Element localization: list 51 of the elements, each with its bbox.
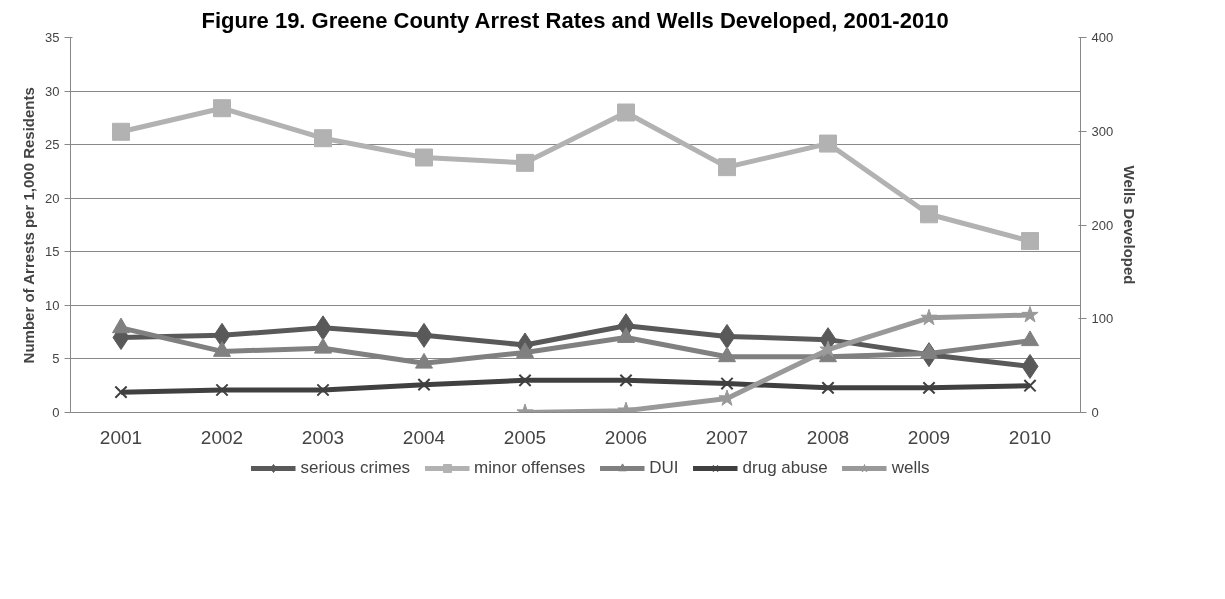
x-tick-label: 2008 (806, 426, 850, 448)
y-axis-title: Number of Arrests per 1,000 Residents (20, 87, 38, 364)
point (821, 381, 835, 395)
x-tick-label: 2003 (301, 426, 345, 448)
x-tick-label: 2001 (99, 426, 143, 448)
point (213, 99, 231, 118)
point (215, 383, 229, 397)
x-tick-label: 2004 (402, 426, 446, 448)
point (415, 148, 433, 167)
y-tick-label: 10 (45, 297, 60, 313)
point (518, 373, 532, 388)
point (314, 129, 332, 148)
point (619, 373, 633, 388)
point (316, 383, 330, 397)
legend-label: DUI (649, 458, 679, 478)
y-tick-label: 20 (45, 190, 60, 206)
point (516, 153, 534, 172)
point (617, 103, 635, 122)
x-tick-label: 2010 (1008, 426, 1052, 448)
y-tick-label: 25 (45, 137, 60, 153)
y2-tick-label: 100 (1091, 311, 1114, 327)
legend-label: serious crimes (300, 458, 411, 478)
point (920, 205, 938, 224)
point (1021, 232, 1039, 251)
y2-tick-label: 400 (1091, 30, 1114, 45)
y-tick-label: 0 (52, 405, 60, 420)
point (112, 122, 130, 141)
legend-label: wells (891, 458, 930, 478)
point (718, 158, 736, 177)
point (114, 385, 128, 399)
chart-title: Figure 19. Greene County Arrest Rates and Wells Developed, 2001-2010 (201, 7, 949, 33)
y-tick-label: 35 (45, 30, 60, 45)
point (1023, 379, 1037, 393)
y2-tick-label: 0 (1091, 405, 1099, 420)
point (417, 377, 431, 392)
y2-tick-label: 300 (1091, 123, 1114, 139)
x-tick-label: 2005 (503, 426, 547, 448)
y2-tick-label: 200 (1091, 217, 1114, 233)
x-tick-label: 2006 (604, 426, 648, 448)
point (819, 134, 837, 153)
x-tick-label: 2002 (200, 426, 244, 448)
legend-label: minor offenses (474, 458, 586, 478)
x-tick-label: 2007 (705, 426, 749, 448)
point (720, 376, 734, 391)
y-tick-label: 30 (45, 83, 60, 99)
y-tick-label: 5 (52, 351, 60, 367)
x-tick-label: 2009 (907, 426, 951, 448)
y2-axis-title: Wells Developed (1121, 165, 1139, 285)
legend-label: drug abuse (742, 458, 828, 478)
y-tick-label: 15 (45, 244, 60, 260)
point (922, 381, 936, 395)
